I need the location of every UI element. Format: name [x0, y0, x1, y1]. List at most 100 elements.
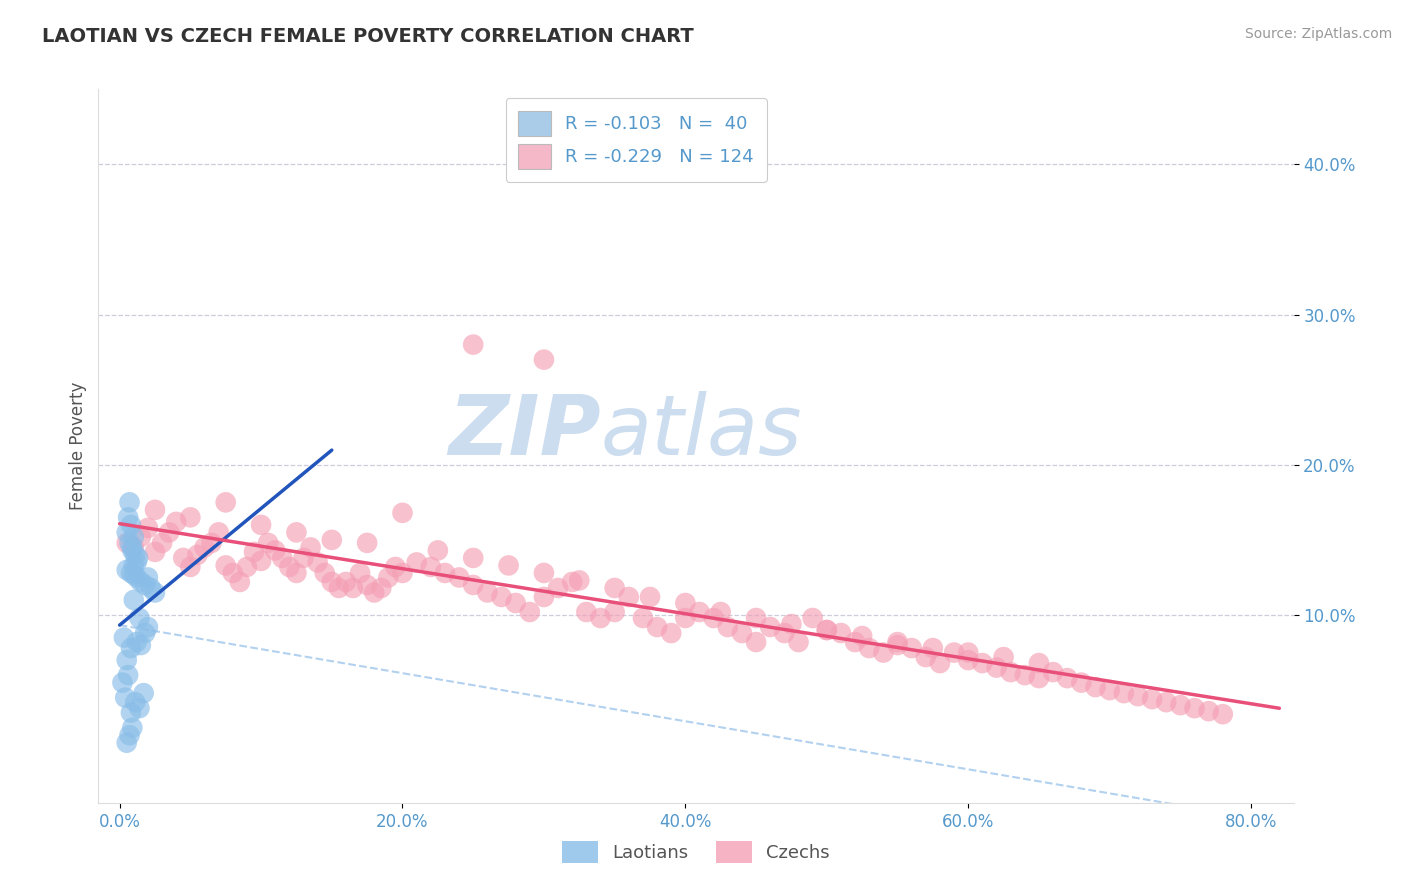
Point: [603, 581, 626, 595]
Point: [449, 570, 471, 584]
Point: [134, 578, 156, 592]
Point: [120, 641, 142, 656]
Point: [136, 620, 159, 634]
Point: [115, 736, 138, 750]
Point: [673, 596, 696, 610]
Point: [533, 590, 555, 604]
Point: [433, 566, 456, 580]
Point: [117, 668, 139, 682]
Point: [914, 650, 936, 665]
Point: [115, 525, 138, 540]
Point: [986, 660, 1008, 674]
Point: [143, 503, 166, 517]
Point: [165, 515, 187, 529]
Point: [957, 646, 980, 660]
Point: [114, 690, 136, 705]
Point: [1042, 665, 1064, 679]
Point: [186, 548, 208, 562]
Point: [129, 638, 152, 652]
Point: [638, 590, 661, 604]
Point: [1028, 656, 1050, 670]
Point: [1198, 704, 1220, 718]
Point: [780, 617, 803, 632]
Point: [463, 337, 485, 351]
Point: [703, 611, 725, 625]
Point: [150, 536, 173, 550]
Point: [463, 550, 485, 565]
Point: [1184, 701, 1206, 715]
Point: [1112, 686, 1135, 700]
Point: [122, 593, 145, 607]
Point: [745, 611, 768, 625]
Point: [299, 541, 322, 555]
Point: [136, 521, 159, 535]
Point: [589, 611, 612, 625]
Point: [271, 550, 294, 565]
Point: [125, 635, 148, 649]
Point: [157, 525, 180, 540]
Point: [631, 611, 654, 625]
Point: [122, 541, 145, 555]
Point: [419, 560, 441, 574]
Point: [128, 701, 150, 715]
Point: [136, 570, 159, 584]
Point: [745, 635, 768, 649]
Point: [125, 556, 148, 570]
Point: [1140, 692, 1163, 706]
Point: [215, 558, 238, 573]
Point: [143, 545, 166, 559]
Point: [533, 352, 555, 367]
Point: [285, 566, 308, 580]
Point: [370, 581, 392, 595]
Point: [689, 605, 711, 619]
Point: [215, 495, 238, 509]
Point: [118, 495, 141, 509]
Point: [120, 517, 142, 532]
Point: [1170, 698, 1192, 713]
Point: [111, 675, 134, 690]
Point: [124, 695, 146, 709]
Point: [128, 611, 150, 625]
Point: [561, 574, 583, 589]
Point: [1212, 707, 1234, 722]
Point: [193, 541, 215, 555]
Point: [292, 550, 315, 565]
Point: [851, 629, 873, 643]
Point: [993, 650, 1015, 665]
Point: [498, 558, 520, 573]
Point: [314, 566, 336, 580]
Point: [900, 641, 922, 656]
Legend: Laotians, Czechs: Laotians, Czechs: [553, 832, 839, 872]
Point: [477, 585, 499, 599]
Point: [391, 506, 413, 520]
Y-axis label: Female Poverty: Female Poverty: [69, 382, 87, 510]
Point: [200, 536, 222, 550]
Point: [356, 578, 378, 592]
Point: [943, 646, 966, 660]
Point: [115, 536, 138, 550]
Point: [858, 641, 880, 656]
Point: [830, 626, 852, 640]
Point: [121, 721, 143, 735]
Point: [568, 574, 591, 588]
Point: [285, 525, 308, 540]
Point: [426, 543, 449, 558]
Text: ZIP: ZIP: [447, 392, 600, 472]
Point: [673, 611, 696, 625]
Point: [257, 536, 280, 550]
Point: [122, 567, 145, 582]
Point: [1126, 689, 1149, 703]
Point: [787, 635, 810, 649]
Point: [617, 590, 640, 604]
Point: [731, 626, 754, 640]
Point: [463, 578, 485, 592]
Point: [335, 574, 357, 589]
Point: [115, 653, 138, 667]
Point: [349, 566, 371, 580]
Point: [519, 605, 541, 619]
Point: [132, 686, 155, 700]
Point: [321, 574, 343, 589]
Point: [127, 550, 149, 565]
Point: [1000, 665, 1022, 679]
Point: [250, 517, 273, 532]
